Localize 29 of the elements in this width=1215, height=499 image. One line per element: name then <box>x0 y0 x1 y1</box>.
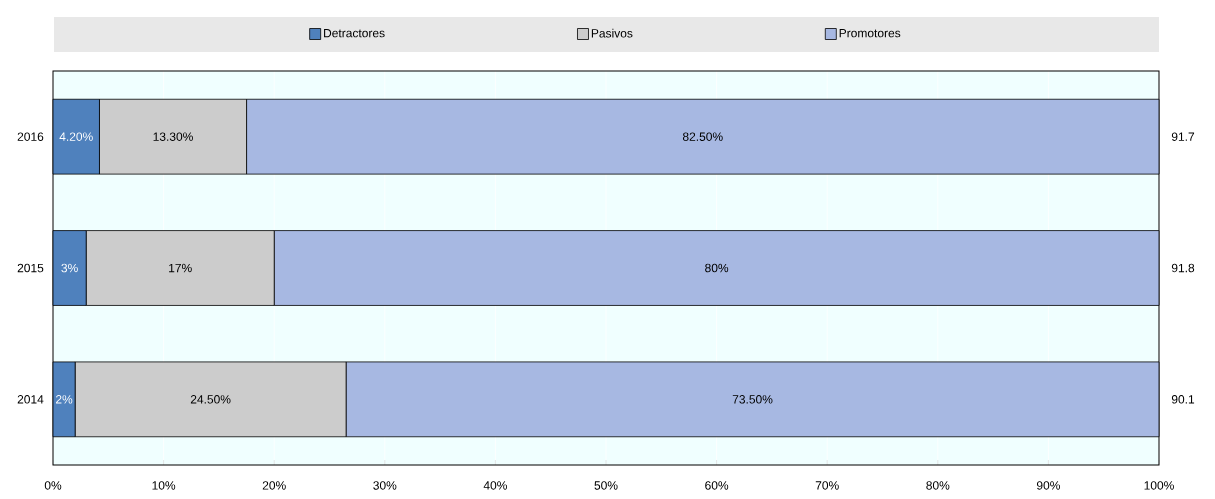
y-tick-label: 2016 <box>17 132 44 141</box>
data-label: 73.50% <box>732 395 773 404</box>
legend-label: Detractores <box>324 28 385 38</box>
x-tick-label: 40% <box>483 481 507 490</box>
data-label: 2% <box>55 395 73 404</box>
data-label: 80% <box>705 263 729 273</box>
x-tick-label: 60% <box>705 481 729 490</box>
x-tick-label: 10% <box>152 481 176 490</box>
data-label: 3% <box>61 263 78 273</box>
x-tick-label: 70% <box>815 481 839 490</box>
y-tick-label: 2014 <box>17 395 44 404</box>
x-tick-label: 50% <box>594 481 618 490</box>
text: 90.1 <box>1171 395 1195 404</box>
x-tick-label: 0% <box>44 481 62 490</box>
data-label: 13.30% <box>153 132 193 141</box>
legend-label: Pasivos <box>591 28 633 38</box>
data-label: 24.50% <box>190 395 231 404</box>
data-label: 17% <box>169 263 192 273</box>
legend-label: Promotores <box>839 28 901 38</box>
x-tick-label: 20% <box>262 481 286 490</box>
text: 91.7 <box>1171 132 1195 141</box>
x-tick-label: 90% <box>1036 481 1060 490</box>
text: 91.8 <box>1171 263 1195 273</box>
data-label: 82.50% <box>682 132 723 141</box>
x-tick-label: 30% <box>373 481 397 490</box>
data-label: 4.20% <box>59 132 93 141</box>
x-tick-label: 80% <box>926 481 950 490</box>
x-tick-label: 100% <box>1144 481 1174 490</box>
y-tick-label: 2015 <box>17 263 44 273</box>
